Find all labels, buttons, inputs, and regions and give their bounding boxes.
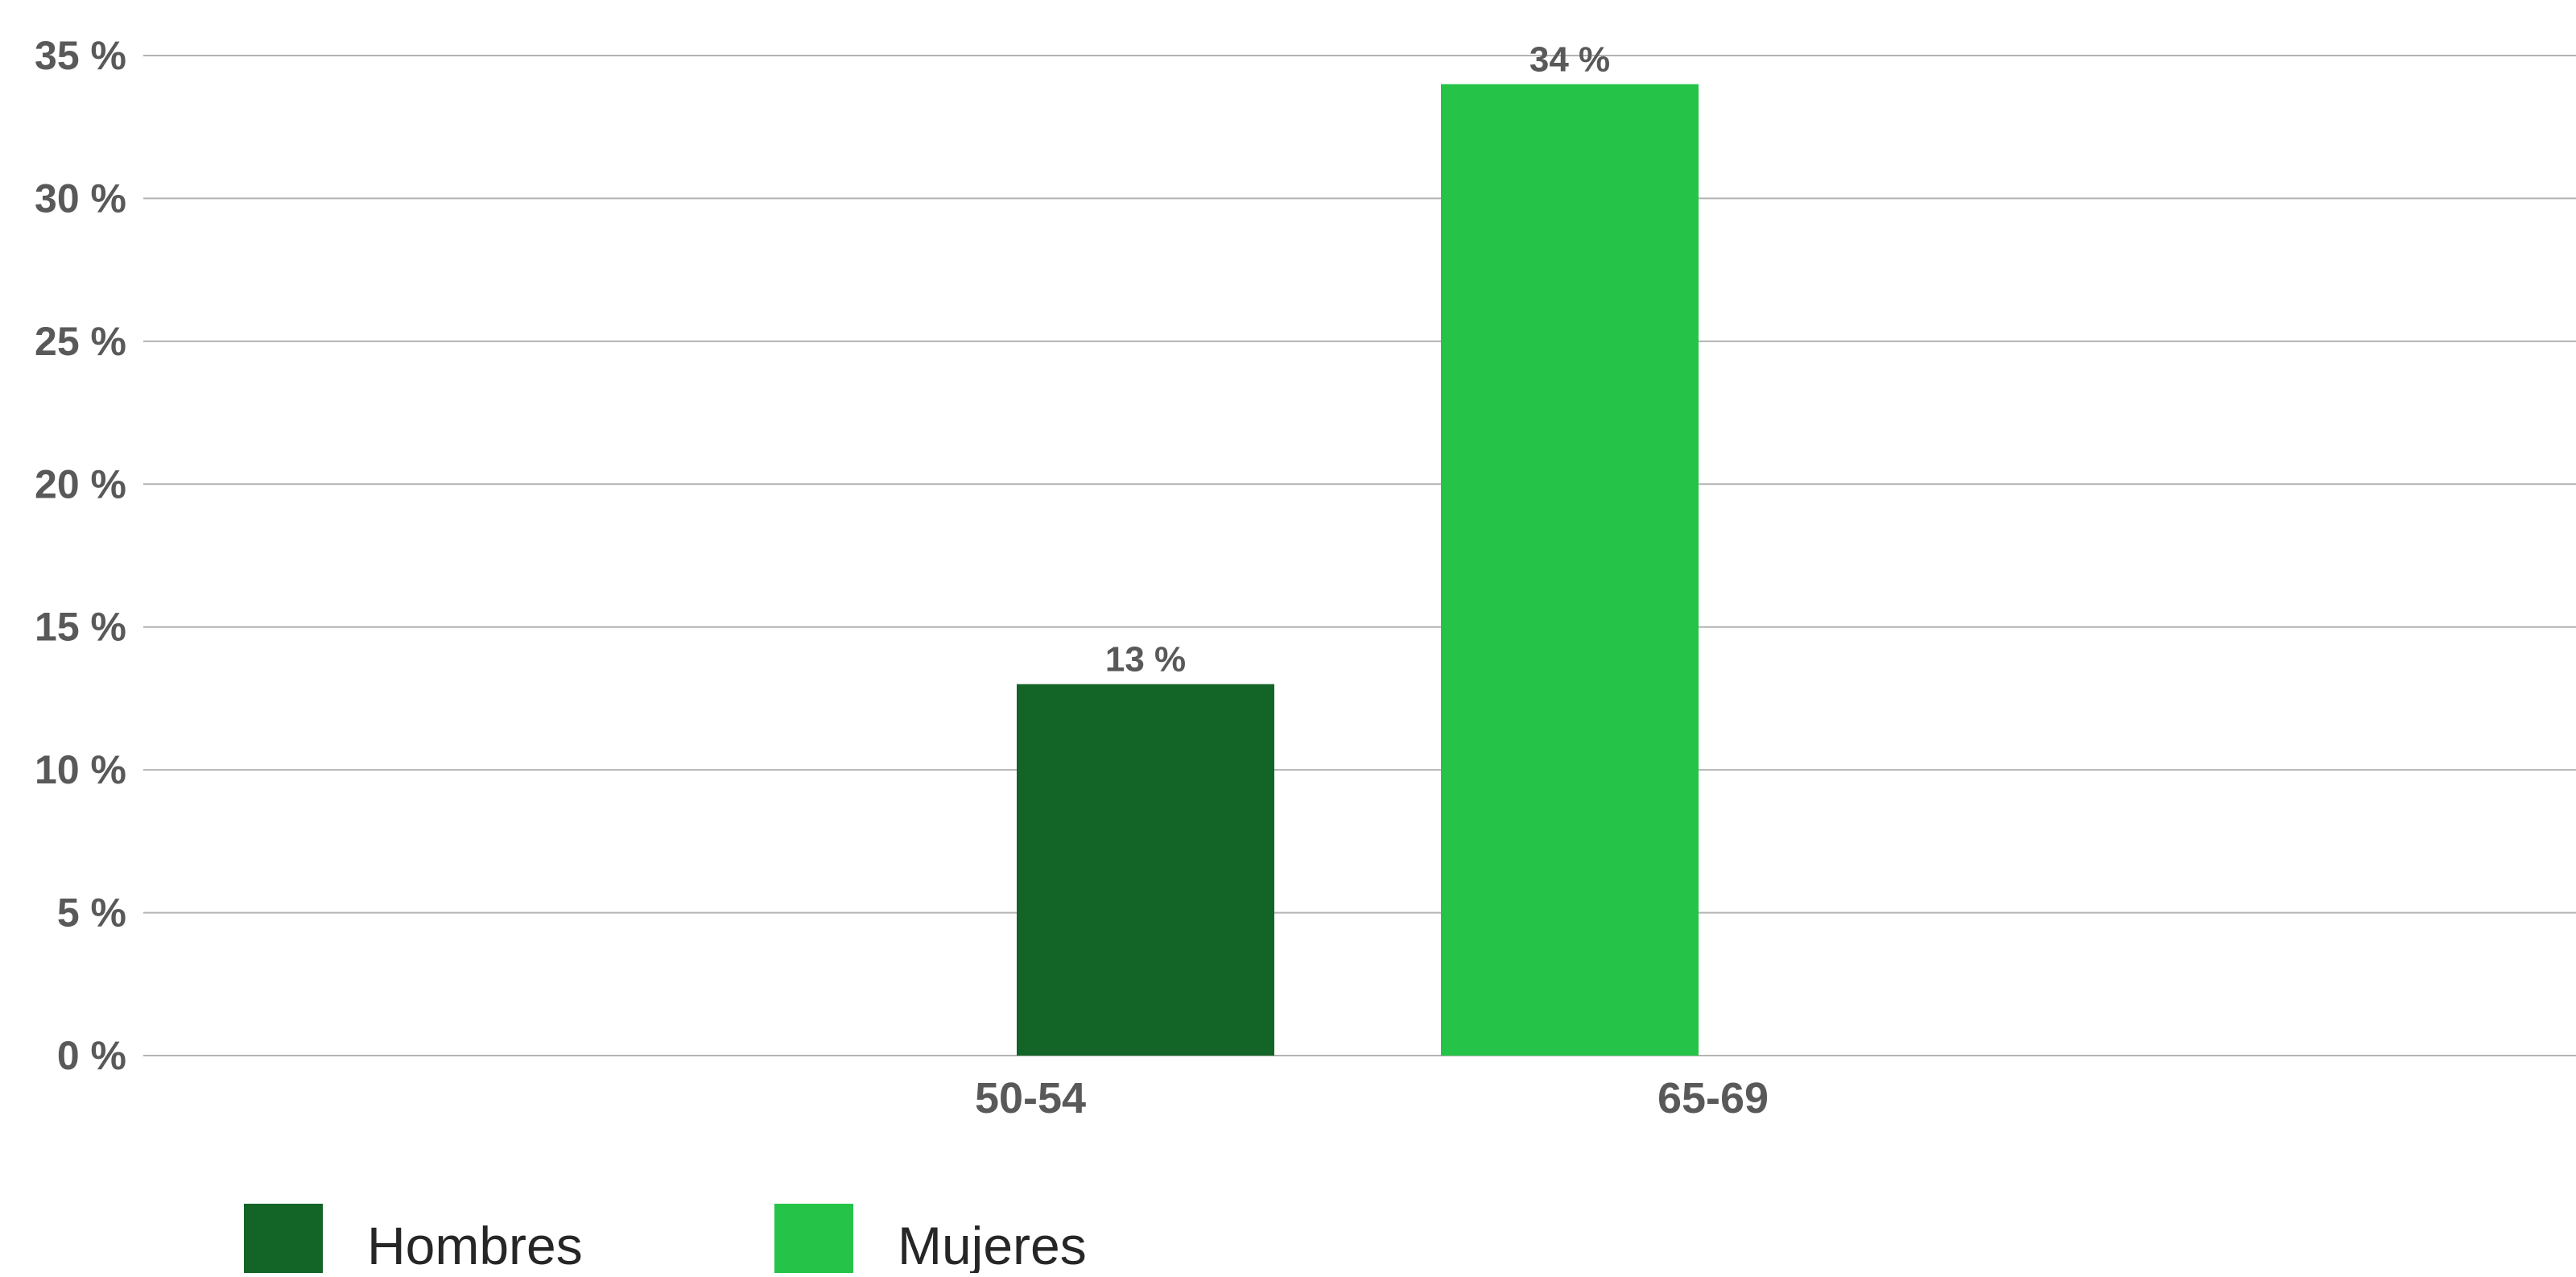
y-tick-label: 35 %: [35, 33, 126, 78]
y-tick-label: 20 %: [35, 461, 126, 506]
legend-swatch: [244, 1204, 323, 1277]
y-tick-label: 5 %: [57, 891, 126, 936]
y-tick-label: 25 %: [35, 319, 126, 364]
x-category-label: 50-54: [975, 1074, 1086, 1122]
data-label: 34 %: [1530, 39, 1610, 79]
data-labels: 13 % 34 %: [1105, 39, 1610, 679]
legend-label: Mujeres: [898, 1216, 1087, 1273]
y-tick-label: 10 %: [35, 747, 126, 792]
legend-swatch: [774, 1204, 853, 1277]
y-tick-label: 0 %: [57, 1033, 126, 1078]
y-tick-label: 30 %: [35, 176, 126, 221]
y-tick-label: 15 %: [35, 605, 126, 650]
x-category-label: 65-69: [1657, 1074, 1769, 1122]
bar-mujeres-65-69: [1441, 84, 1699, 1056]
legend: Hombres Mujeres: [244, 1204, 1087, 1277]
legend-label: Hombres: [367, 1216, 583, 1273]
gridlines: [143, 55, 2576, 1056]
bar-hombres-50-54: [1017, 684, 1274, 1056]
y-axis-tick-labels: 0 % 5 % 10 % 15 % 20 % 25 % 30 % 35 %: [35, 33, 126, 1078]
data-label: 13 %: [1105, 640, 1186, 680]
bars: [1017, 84, 1699, 1056]
x-axis-category-labels: 50-54 65-69: [975, 1074, 1769, 1122]
